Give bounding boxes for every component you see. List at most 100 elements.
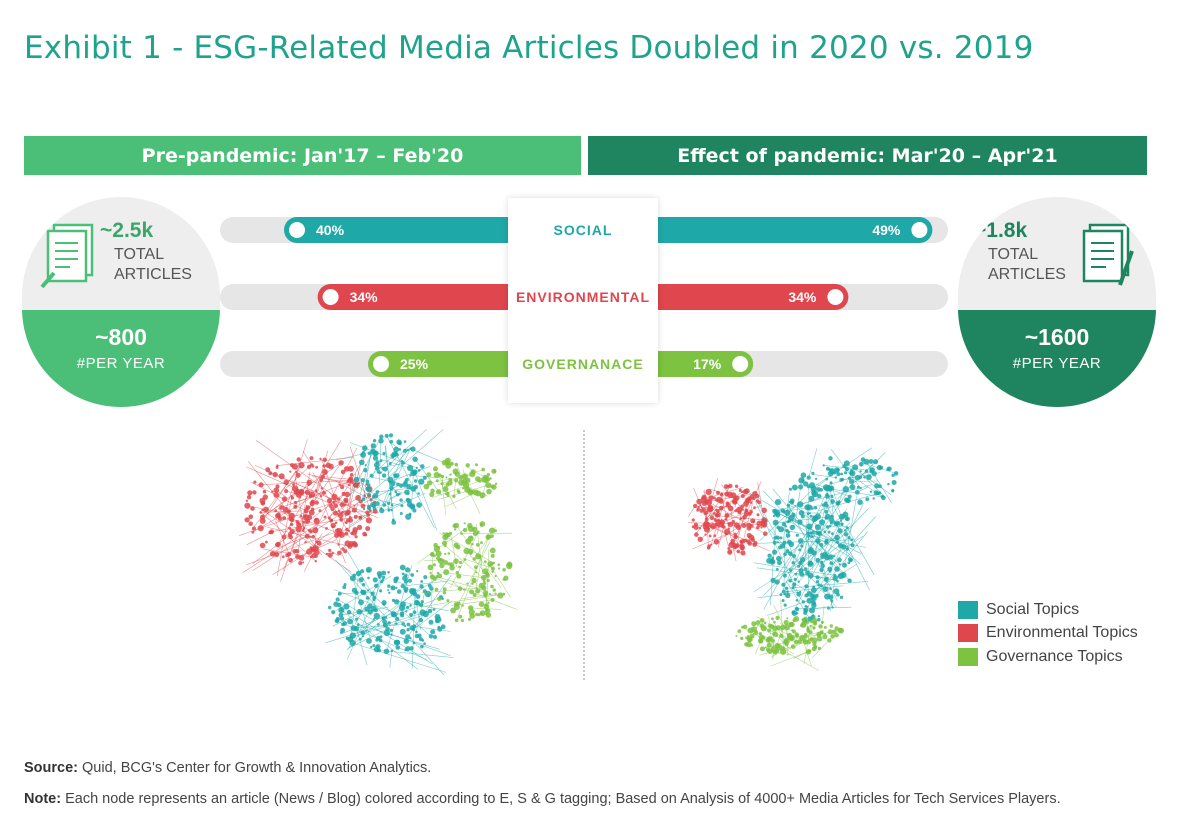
graph-edge: [337, 599, 376, 622]
bar-right-end: [658, 284, 684, 310]
bar-knob: [322, 289, 339, 305]
graph-node: [409, 612, 414, 617]
graph-edge: [381, 597, 442, 621]
graph-edge: [829, 578, 836, 611]
graph-node: [342, 585, 347, 590]
graph-edge: [338, 472, 357, 545]
graph-node: [736, 545, 739, 548]
graph-node: [372, 506, 377, 511]
graph-node: [295, 472, 301, 478]
graph-edge: [753, 562, 835, 576]
graph-node: [446, 599, 450, 603]
graph-node: [701, 494, 707, 500]
graph-node: [713, 517, 717, 521]
graph-node: [456, 573, 462, 579]
graph-node: [490, 553, 495, 558]
graph-node: [447, 552, 450, 555]
graph-node: [487, 561, 494, 567]
graph-node: [813, 622, 817, 626]
graph-node: [272, 471, 278, 478]
graph-node: [315, 517, 318, 521]
graph-node: [750, 644, 754, 647]
graph-node: [761, 507, 767, 514]
graph-node: [726, 513, 729, 516]
graph-node: [298, 555, 305, 561]
graph-node: [827, 638, 832, 643]
graph-node: [475, 463, 478, 467]
graph-node: [821, 621, 824, 624]
graph-node: [706, 506, 713, 513]
graph-node: [399, 483, 404, 488]
graph-node: [262, 501, 265, 505]
graph-node: [295, 491, 302, 498]
left-total-label-1: TOTAL: [114, 246, 165, 263]
graph-edge: [410, 448, 443, 463]
pre-pandemic-header: Pre-pandemic: Jan'17 – Feb'20: [24, 136, 581, 175]
graph-node: [343, 583, 347, 586]
graph-node: [291, 485, 299, 492]
graph-node: [410, 573, 415, 577]
graph-node: [783, 619, 789, 626]
graph-node: [740, 636, 744, 641]
graph-node: [834, 566, 840, 572]
graph-node: [307, 483, 310, 487]
env-cluster: [688, 478, 770, 562]
graph-node: [823, 625, 827, 629]
graph-node: [693, 503, 698, 509]
graph-edge: [782, 492, 790, 546]
graph-node: [393, 446, 400, 453]
graph-edge: [753, 623, 801, 644]
graph-node: [250, 506, 255, 511]
graph-node: [816, 633, 820, 637]
graph-node: [406, 501, 413, 508]
graph-node: [288, 526, 292, 530]
graph-edge: [781, 529, 866, 548]
graph-edge: [830, 482, 843, 520]
graph-node: [375, 460, 380, 465]
graph-node: [379, 434, 384, 439]
graph-node: [704, 533, 707, 536]
graph-node: [788, 487, 792, 491]
graph-node: [456, 489, 460, 493]
graph-node: [467, 535, 474, 542]
graph-node: [454, 462, 459, 467]
graph-node: [428, 619, 434, 625]
graph-edge: [441, 483, 447, 515]
graph-edge: [389, 486, 416, 499]
graph-node: [290, 463, 294, 468]
graph-edge: [384, 445, 393, 506]
graph-node: [829, 517, 835, 523]
right-total-label-1: TOTAL: [988, 246, 1039, 263]
bar-knob: [911, 222, 928, 238]
graph-node: [262, 489, 267, 494]
graph-node: [248, 514, 254, 520]
graph-edge: [358, 479, 392, 511]
graph-edge: [444, 545, 486, 581]
graph-edge: [410, 475, 440, 479]
graph-node: [275, 484, 280, 489]
graph-node: [807, 572, 814, 579]
graph-edge: [453, 479, 457, 497]
graph-node: [836, 468, 840, 472]
legend-item-governance: Governance Topics: [958, 645, 1138, 669]
graph-edge: [284, 466, 310, 490]
graph-node: [351, 541, 358, 547]
value-label-right: 17%: [693, 356, 722, 372]
graph-edge: [272, 511, 376, 575]
graph-node: [375, 638, 379, 642]
graph-node: [800, 621, 807, 628]
graph-node: [403, 579, 409, 584]
graph-edge: [295, 476, 305, 529]
graph-node: [409, 513, 412, 516]
graph-node: [435, 550, 442, 557]
graph-node: [449, 473, 452, 476]
graph-node: [810, 620, 813, 624]
graph-edge: [724, 496, 753, 519]
graph-node: [358, 499, 363, 504]
graph-node: [823, 577, 829, 582]
graph-edge: [705, 513, 719, 515]
graph-node: [492, 588, 496, 592]
graph-node: [772, 549, 778, 555]
graph-node: [277, 515, 281, 519]
graph-node: [693, 525, 699, 530]
